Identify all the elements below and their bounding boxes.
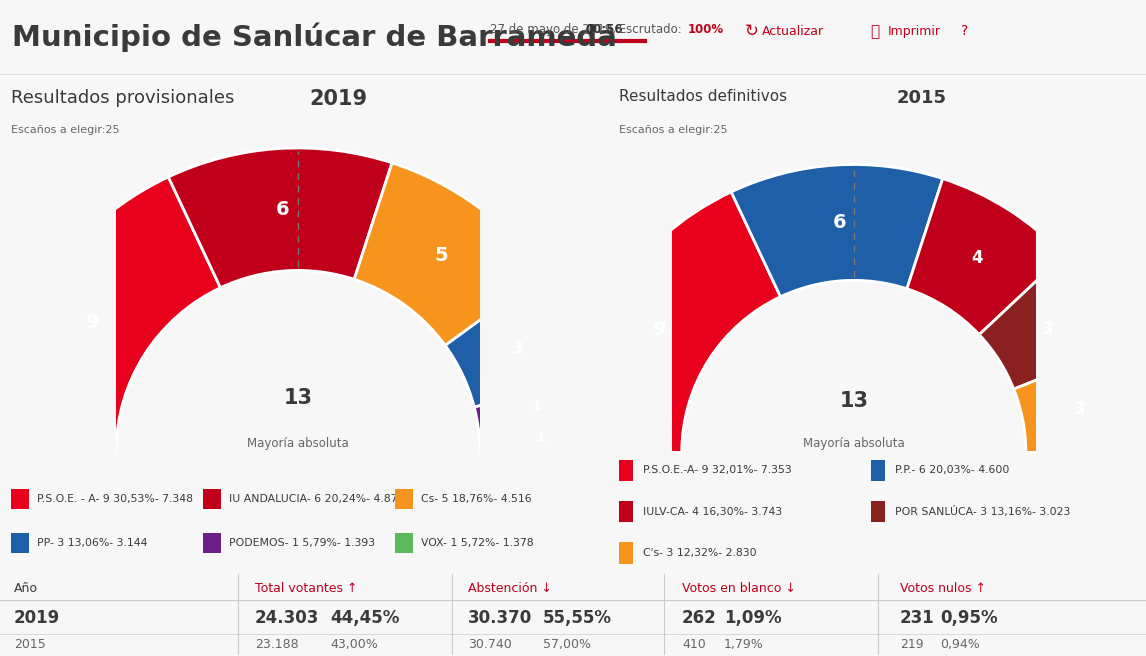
Wedge shape [566,192,780,453]
Wedge shape [906,178,1063,335]
Text: 3: 3 [512,340,524,358]
Text: 23.188: 23.188 [256,638,299,651]
Bar [11,489,29,509]
Text: 13: 13 [283,388,313,408]
Text: 27 de mayo de 2019,: 27 de mayo de 2019, [490,23,620,35]
Text: PODEMOS- 1 5,79%- 1.393: PODEMOS- 1 5,79%- 1.393 [229,538,376,548]
Text: 1: 1 [533,400,541,413]
Text: IU ANDALUCIA- 6 20,24%- 4.873: IU ANDALUCIA- 6 20,24%- 4.873 [229,494,405,504]
Text: Escaños a elegir:25: Escaños a elegir:25 [11,125,120,134]
Text: 1,79%: 1,79% [724,638,763,651]
Text: Municipio de Sanlúcar de Barrameda: Municipio de Sanlúcar de Barrameda [11,22,617,52]
Text: 100%: 100% [688,23,724,35]
Text: ↻: ↻ [745,22,759,40]
Wedge shape [479,414,603,453]
Bar [204,489,221,509]
Text: Abstención ↓: Abstención ↓ [468,581,552,594]
Text: 4: 4 [971,249,983,267]
Text: Mayoría absoluta: Mayoría absoluta [803,438,904,450]
Text: ⎙: ⎙ [870,24,879,39]
Text: Actualizar: Actualizar [762,25,824,37]
Text: VOX- 1 5,72%- 1.378: VOX- 1 5,72%- 1.378 [422,538,534,548]
Bar [11,533,29,553]
Wedge shape [1014,346,1141,453]
Text: ?: ? [961,24,968,38]
Text: Resultados definitivos: Resultados definitivos [619,89,787,104]
Wedge shape [731,165,943,297]
Text: 5: 5 [434,246,448,265]
Text: 30.370: 30.370 [468,609,532,627]
Wedge shape [979,255,1122,389]
Text: 0,94%: 0,94% [940,638,980,651]
Bar [619,460,633,481]
Text: 6: 6 [832,213,846,232]
Text: 9: 9 [86,313,100,331]
Text: Votos en blanco ↓: Votos en blanco ↓ [682,581,795,594]
Bar [395,533,413,553]
Text: C's- 3 12,32%- 2.830: C's- 3 12,32%- 2.830 [643,548,756,558]
Text: P.S.O.E.-A- 9 32,01%- 7.353: P.S.O.E.-A- 9 32,01%- 7.353 [643,465,792,476]
Text: PP- 3 13,06%- 3.144: PP- 3 13,06%- 3.144 [38,538,148,548]
Text: Resultados provisionales: Resultados provisionales [11,89,235,108]
Text: P.P.- 6 20,03%- 4.600: P.P.- 6 20,03%- 4.600 [895,465,1010,476]
Text: POR SANLÚCA- 3 13,16%- 3.023: POR SANLÚCA- 3 13,16%- 3.023 [895,506,1070,517]
Text: Total votantes ↑: Total votantes ↑ [256,581,358,594]
Text: 57,00%: 57,00% [543,638,591,651]
Bar [619,543,633,564]
Text: 262: 262 [682,609,716,627]
Text: Cs- 5 18,76%- 4.516: Cs- 5 18,76%- 4.516 [422,494,532,504]
Bar [395,489,413,509]
Text: Mayoría absoluta: Mayoría absoluta [248,437,348,450]
Text: Imprimir: Imprimir [888,25,941,37]
Text: 55,55%: 55,55% [543,609,612,627]
Text: 2015: 2015 [14,638,46,651]
Text: 3: 3 [1074,400,1085,419]
Text: Escrutado:: Escrutado: [615,23,685,35]
Text: 0,95%: 0,95% [940,609,998,627]
Wedge shape [354,163,544,346]
Wedge shape [474,377,601,430]
Bar [204,533,221,553]
Text: 13: 13 [839,391,869,411]
Text: 2015: 2015 [896,89,947,108]
Text: 3: 3 [1042,320,1054,338]
Wedge shape [0,177,220,453]
Text: 24.303: 24.303 [256,609,320,627]
Text: 30.740: 30.740 [468,638,512,651]
Text: 231: 231 [900,609,935,627]
Wedge shape [445,274,592,407]
Text: 2019: 2019 [14,609,61,627]
Text: Año: Año [14,581,38,594]
Bar [871,460,885,481]
Bar [619,501,633,522]
Text: 219: 219 [900,638,924,651]
Text: P.S.O.E. - A- 9 30,53%- 7.348: P.S.O.E. - A- 9 30,53%- 7.348 [38,494,194,504]
Text: 2019: 2019 [309,89,368,110]
Text: 1: 1 [536,430,545,443]
Text: 6: 6 [276,200,290,219]
Text: 00:56: 00:56 [584,23,622,35]
Text: 9: 9 [653,319,666,338]
Text: 44,45%: 44,45% [330,609,399,627]
Text: Votos nulos ↑: Votos nulos ↑ [900,581,986,594]
Text: 1,09%: 1,09% [724,609,782,627]
Text: Escaños a elegir:25: Escaños a elegir:25 [619,125,728,134]
Text: 43,00%: 43,00% [330,638,378,651]
Text: 410: 410 [682,638,706,651]
Text: IULV-CA- 4 16,30%- 3.743: IULV-CA- 4 16,30%- 3.743 [643,506,783,517]
Wedge shape [168,148,392,288]
Bar [871,501,885,522]
